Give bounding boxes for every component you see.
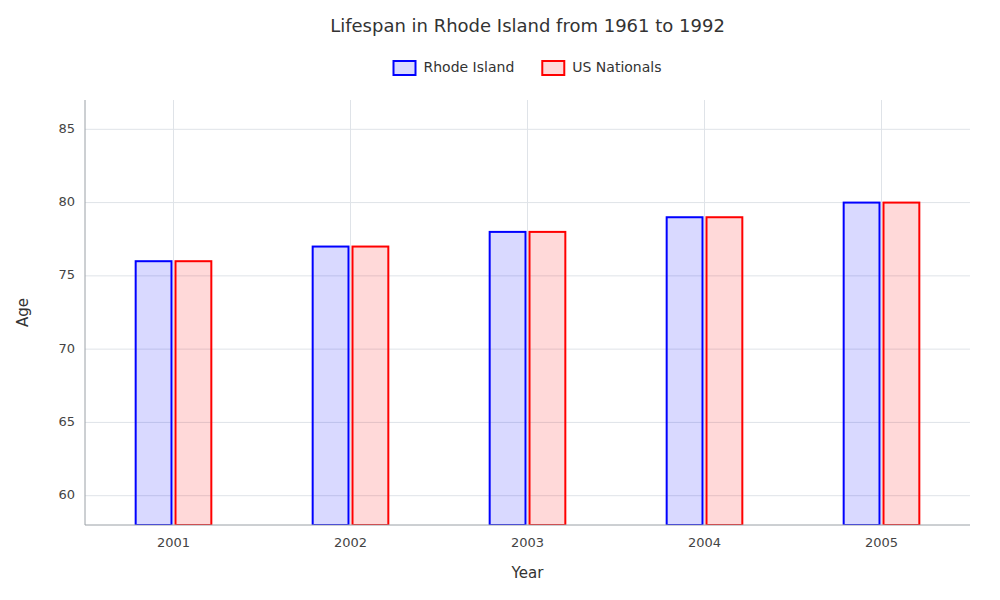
y-axis-line <box>85 100 86 525</box>
y-tick-label: 85 <box>58 121 75 136</box>
y-tick-label: 75 <box>58 267 75 282</box>
x-tick-label: 2002 <box>334 535 367 550</box>
bar <box>136 261 172 525</box>
x-grid-line <box>350 100 351 525</box>
bar <box>176 261 212 525</box>
y-tick-label: 60 <box>58 487 75 502</box>
legend-label: US Nationals <box>572 59 661 75</box>
y-tick-label: 70 <box>58 341 75 356</box>
chart-svg: 60 65 70 75 80 85 2001 2002 2003 2004 2005 Lifespan… <box>0 0 1000 600</box>
bar <box>707 217 743 525</box>
x-grid-line <box>173 100 174 525</box>
legend-swatch <box>542 61 564 75</box>
bar <box>530 232 566 525</box>
y-tick-label: 80 <box>58 194 75 209</box>
bar <box>884 203 920 525</box>
bar <box>353 247 389 525</box>
legend: Rhode Island US Nationals <box>394 59 662 75</box>
x-tick-label: 2001 <box>157 535 190 550</box>
x-grid-line <box>527 100 528 525</box>
y-axis-label: Age <box>14 298 32 327</box>
x-tick-label: 2005 <box>865 535 898 550</box>
bar <box>313 247 349 525</box>
bar <box>490 232 526 525</box>
y-tick-label: 65 <box>58 414 75 429</box>
x-grid-line <box>881 100 882 525</box>
x-axis-label: Year <box>511 564 545 582</box>
bar <box>844 203 880 525</box>
grid <box>85 100 970 525</box>
legend-swatch <box>394 61 416 75</box>
bar <box>667 217 703 525</box>
x-axis-line <box>85 525 970 526</box>
chart-title: Lifespan in Rhode Island from 1961 to 19… <box>330 15 725 36</box>
x-tick-label: 2004 <box>688 535 721 550</box>
bars <box>136 203 920 525</box>
x-tick-label: 2003 <box>511 535 544 550</box>
legend-label: Rhode Island <box>424 59 515 75</box>
x-grid-line <box>704 100 705 525</box>
chart-container: 60 65 70 75 80 85 2001 2002 2003 2004 2005 Lifespan… <box>0 0 1000 600</box>
